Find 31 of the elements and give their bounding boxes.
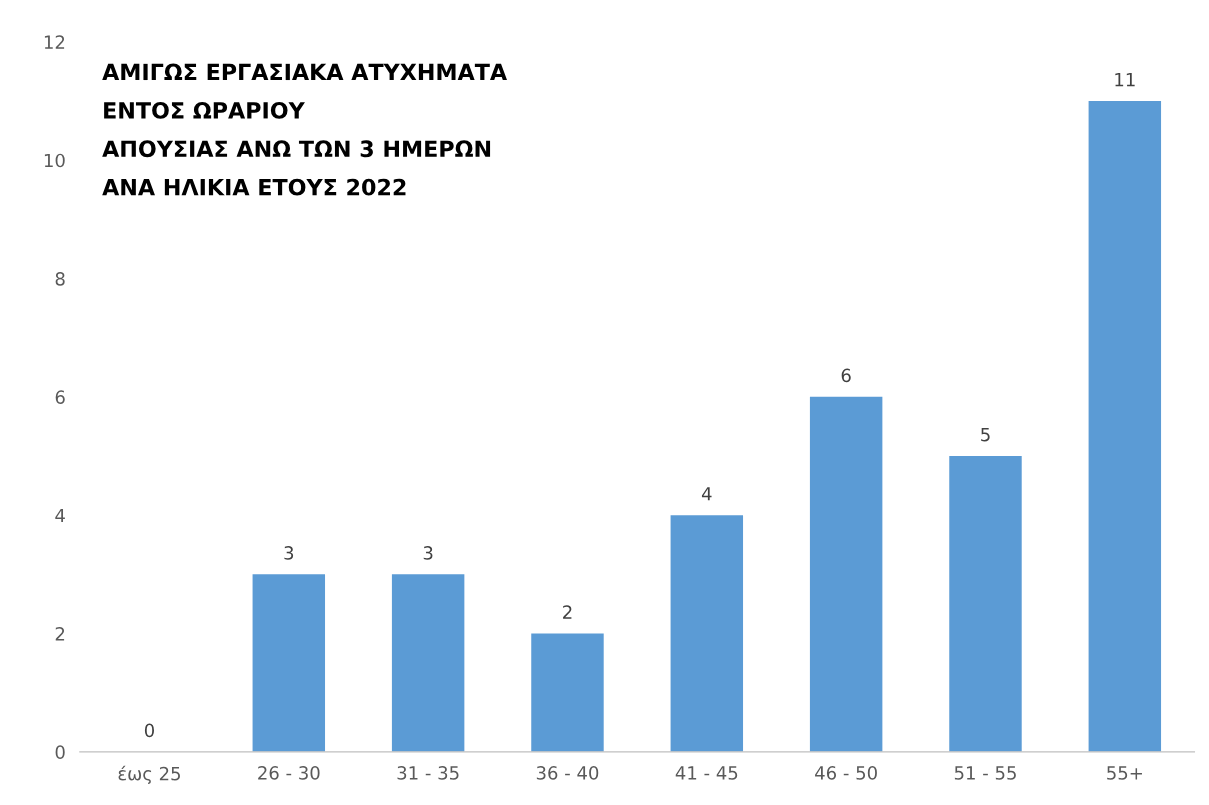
- data-label: 3: [423, 546, 433, 560]
- bar: [252, 574, 326, 752]
- bar: [949, 456, 1022, 752]
- y-tick-label: 12: [44, 35, 65, 49]
- y-tick-label: 8: [55, 271, 65, 286]
- bar: [670, 515, 744, 752]
- x-tick-label: 26 - 30: [258, 766, 320, 780]
- y-tick-label: 2: [55, 626, 65, 641]
- x-tick-label: 55+: [1107, 766, 1142, 780]
- y-tick-label: 10: [44, 153, 65, 168]
- data-label: 4: [701, 487, 712, 501]
- bar: [531, 633, 604, 752]
- y-tick-label: 6: [55, 390, 65, 404]
- data-label: 5: [981, 428, 990, 442]
- x-tick-label: 41 - 45: [675, 766, 738, 780]
- x-tick-label: 36 - 40: [536, 766, 599, 780]
- x-tick-label: 51 - 55: [954, 766, 1016, 780]
- x-tick-label: 46 - 50: [815, 766, 877, 780]
- bar: [1088, 101, 1162, 752]
- bar: [391, 574, 465, 752]
- y-tick-label: 4: [55, 508, 65, 523]
- data-label: 6: [841, 368, 851, 383]
- x-tick-label: έως 25: [118, 765, 180, 784]
- data-label: 0: [144, 723, 155, 738]
- data-label: 3: [284, 546, 294, 560]
- data-label: 11: [1115, 73, 1135, 87]
- x-tick-label: 31 - 35: [397, 766, 459, 780]
- text: ΑΜΙΓΩΣ ΕΡΓΑΣΙΑΚΑ ΑΤΥΧΗΜΑΤΑ ΕΝΤΟΣ ΩΡΑΡΙΟΥ ΑΠΟΥΣΙΑΣ ΑΝΩ ΤΩΝ 3 ΗΜΕΡΩΝ ΑΝΑ ΗΛΙΚΙΑ ΕΤΟΥΣ 2022: [102, 63, 507, 196]
- data-label: 2: [563, 605, 572, 619]
- bar: [809, 396, 883, 752]
- y-tick-label: 0: [55, 745, 65, 759]
